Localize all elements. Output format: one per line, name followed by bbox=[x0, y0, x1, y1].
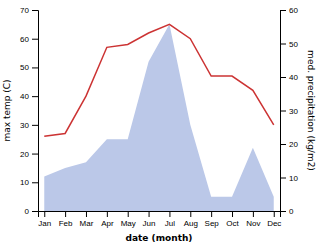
tick-label: 50 bbox=[20, 63, 29, 72]
y-axis: 0 10 20 30 40 50 60 70 bbox=[20, 6, 38, 216]
x-axis-title: date (month) bbox=[126, 233, 193, 243]
tick: Sep bbox=[205, 211, 220, 228]
tick: Oct bbox=[226, 211, 239, 228]
marks bbox=[44, 24, 273, 211]
tick-label: 20 bbox=[289, 140, 298, 149]
tick: May bbox=[121, 211, 136, 228]
tick-mark bbox=[280, 77, 286, 78]
tick-mark bbox=[44, 211, 45, 217]
tick-mark bbox=[280, 10, 286, 11]
tick: 0 bbox=[25, 207, 38, 216]
tick-label: 50 bbox=[289, 40, 298, 49]
tick-label: Apr bbox=[101, 219, 114, 228]
tick-label: 10 bbox=[289, 174, 298, 183]
tick-mark bbox=[211, 211, 212, 217]
tick: 20 bbox=[280, 140, 298, 149]
tick: 60 bbox=[20, 35, 38, 44]
tick-label: 60 bbox=[20, 35, 29, 44]
tick: 50 bbox=[20, 63, 38, 72]
tick-mark bbox=[32, 182, 38, 183]
tick-mark bbox=[128, 211, 129, 217]
tick-mark bbox=[232, 211, 233, 217]
tick: Jan bbox=[38, 211, 51, 228]
tick-mark bbox=[149, 211, 150, 217]
tick-mark bbox=[280, 178, 286, 179]
tick: Jun bbox=[143, 211, 156, 228]
tick: Dec bbox=[267, 211, 281, 228]
tick-label: Oct bbox=[226, 219, 239, 228]
line bbox=[44, 24, 273, 136]
tick: 0 bbox=[280, 207, 294, 216]
axis-line bbox=[39, 212, 281, 218]
tick-label: 0 bbox=[25, 207, 30, 216]
tick-mark bbox=[280, 211, 286, 212]
tick: 40 bbox=[280, 73, 298, 82]
x-axis: Jan Feb Mar Apr May Jun Jul Aug Sep Oct Nov Dec bbox=[38, 211, 281, 228]
tick: 70 bbox=[20, 6, 38, 15]
tick-mark bbox=[169, 211, 170, 217]
tick: 60 bbox=[280, 6, 298, 15]
tick-label: 40 bbox=[20, 92, 29, 101]
tick: 50 bbox=[280, 40, 298, 49]
tick-mark bbox=[32, 96, 38, 97]
tick: Mar bbox=[80, 211, 94, 228]
tick-mark bbox=[280, 44, 286, 45]
axis-line bbox=[32, 11, 39, 212]
tick-mark bbox=[32, 154, 38, 155]
tick: 10 bbox=[280, 174, 298, 183]
tick: 20 bbox=[20, 150, 38, 159]
tick-label: May bbox=[121, 219, 136, 228]
tick-label: 0 bbox=[289, 207, 294, 216]
tick-mark bbox=[32, 125, 38, 126]
tick-label: Sep bbox=[205, 219, 220, 228]
plot: Jan Feb Mar Apr May Jun Jul Aug Sep Oct Nov Dec 0 10 2… bbox=[20, 6, 298, 228]
tick-mark bbox=[107, 211, 108, 217]
tick-mark bbox=[280, 111, 286, 112]
tick: 30 bbox=[20, 121, 38, 130]
tick-label: Nov bbox=[246, 219, 260, 228]
tick-mark bbox=[65, 211, 66, 217]
tick-label: Jul bbox=[165, 219, 175, 228]
tick-label: 60 bbox=[289, 6, 298, 15]
tick-label: Feb bbox=[59, 219, 73, 228]
tick-mark bbox=[190, 211, 191, 217]
tick-label: Jun bbox=[143, 219, 156, 228]
tick-label: 70 bbox=[20, 6, 29, 15]
tick-mark bbox=[32, 39, 38, 40]
tick-label: Dec bbox=[267, 219, 281, 228]
tick-label: Aug bbox=[184, 219, 198, 228]
axis-line bbox=[281, 11, 287, 212]
y2-axis-title: med. precipitation (kg/m2) bbox=[306, 50, 316, 171]
tick: 10 bbox=[20, 178, 38, 187]
tick-label: Jan bbox=[38, 219, 51, 228]
tick-label: Mar bbox=[80, 219, 94, 228]
tick-mark bbox=[274, 211, 275, 217]
tick: Feb bbox=[59, 211, 73, 228]
tick-mark bbox=[253, 211, 254, 217]
tick-mark bbox=[280, 144, 286, 145]
tick-label: 30 bbox=[20, 121, 29, 130]
chart: Jan Feb Mar Apr May Jun Jul Aug Sep Oct Nov Dec 0 10 2… bbox=[0, 0, 318, 247]
area bbox=[44, 24, 273, 211]
tick: 30 bbox=[280, 107, 298, 116]
tick: Aug bbox=[184, 211, 198, 228]
tick: Nov bbox=[246, 211, 260, 228]
tick-mark bbox=[86, 211, 87, 217]
tick-label: 30 bbox=[289, 107, 298, 116]
tick-mark bbox=[32, 10, 38, 11]
tick-label: 10 bbox=[20, 178, 29, 187]
tick: Apr bbox=[101, 211, 114, 228]
tick-label: 20 bbox=[20, 150, 29, 159]
tick-label: 40 bbox=[289, 73, 298, 82]
tick: Jul bbox=[165, 211, 175, 228]
y-axis-title: max temp (C) bbox=[2, 79, 12, 141]
tick-mark bbox=[32, 211, 38, 212]
tick-mark bbox=[32, 67, 38, 68]
tick: 40 bbox=[20, 92, 38, 101]
y2-axis: 0 10 20 30 40 50 60 bbox=[280, 6, 298, 216]
